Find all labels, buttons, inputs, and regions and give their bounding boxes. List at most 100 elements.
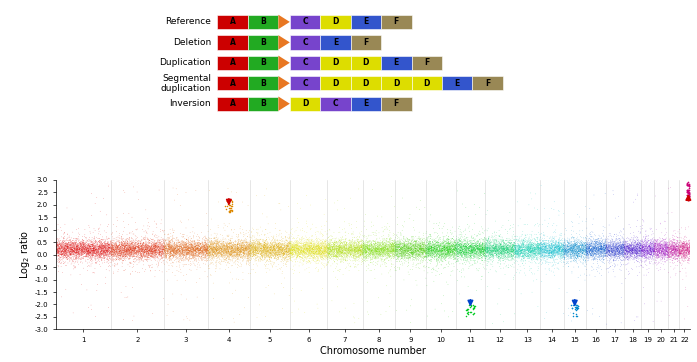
Point [188,246,199,252]
Point [102,244,113,249]
Point [302,248,313,254]
Point [130,240,141,246]
Point [541,240,552,245]
Point [504,247,515,253]
Point [224,255,235,261]
Point [391,242,402,248]
Point [72,251,84,257]
Point [662,253,673,259]
Point [657,246,668,252]
Point [122,247,133,253]
Point [512,248,523,254]
Point [253,251,264,256]
Point [461,246,472,252]
Point [358,253,369,259]
Point [312,255,323,261]
Point [114,239,125,244]
Point [649,248,660,254]
Point [534,245,545,251]
Point [659,249,671,255]
Point [344,248,355,253]
Point [311,248,322,254]
Point [105,257,116,262]
Point [176,247,187,252]
Point [104,244,115,250]
Point [459,243,470,249]
Point [277,238,288,244]
Point [323,252,334,258]
Point [657,252,668,257]
Point [540,248,551,254]
Point [159,247,170,253]
Point [239,246,250,252]
Point [302,249,313,254]
Point [569,252,580,258]
Point [59,251,70,256]
Point [301,252,312,257]
Point [267,242,278,248]
Point [639,251,650,257]
Point [52,247,63,252]
Point [64,255,75,261]
Point [413,239,424,244]
Point [216,247,227,252]
Point [301,245,312,251]
Point [466,243,477,249]
Point [408,242,419,248]
Point [265,242,276,248]
Point [600,251,611,256]
Point [614,248,625,253]
Point [576,240,587,246]
Point [345,253,356,259]
Point [607,248,618,254]
Point [227,248,238,253]
Point [86,238,97,244]
Point [610,249,621,254]
Point [161,255,172,261]
Point [392,251,403,256]
Point [470,242,481,248]
Point [465,244,476,249]
Point [187,248,198,253]
Point [121,253,132,258]
Point [244,232,255,238]
Point [605,264,616,270]
Point [305,260,316,266]
Point [114,245,125,251]
Point [240,240,252,246]
Point [239,238,250,244]
Point [461,253,473,258]
Point [250,236,261,242]
Point [185,248,196,253]
Point [170,248,181,253]
Point [286,227,297,232]
Point [399,248,411,253]
Point [378,240,389,246]
Point [528,250,539,256]
Point [114,242,125,248]
Point [181,242,192,248]
Point [176,254,187,260]
Point [532,241,543,247]
Point [602,241,613,247]
Point [277,247,288,253]
Point [503,247,514,252]
Point [140,245,151,251]
Point [151,252,162,258]
Point [160,247,171,253]
Point [72,249,83,255]
Point [129,252,140,258]
Point [95,249,106,255]
Point [648,241,659,247]
Point [351,251,362,257]
Point [411,249,422,255]
Point [684,244,695,250]
Point [374,253,385,258]
Point [61,240,72,246]
Point [106,257,117,263]
Point [114,253,125,258]
Point [160,245,171,251]
Point [579,252,590,258]
Point [144,247,155,253]
Point [208,245,220,251]
